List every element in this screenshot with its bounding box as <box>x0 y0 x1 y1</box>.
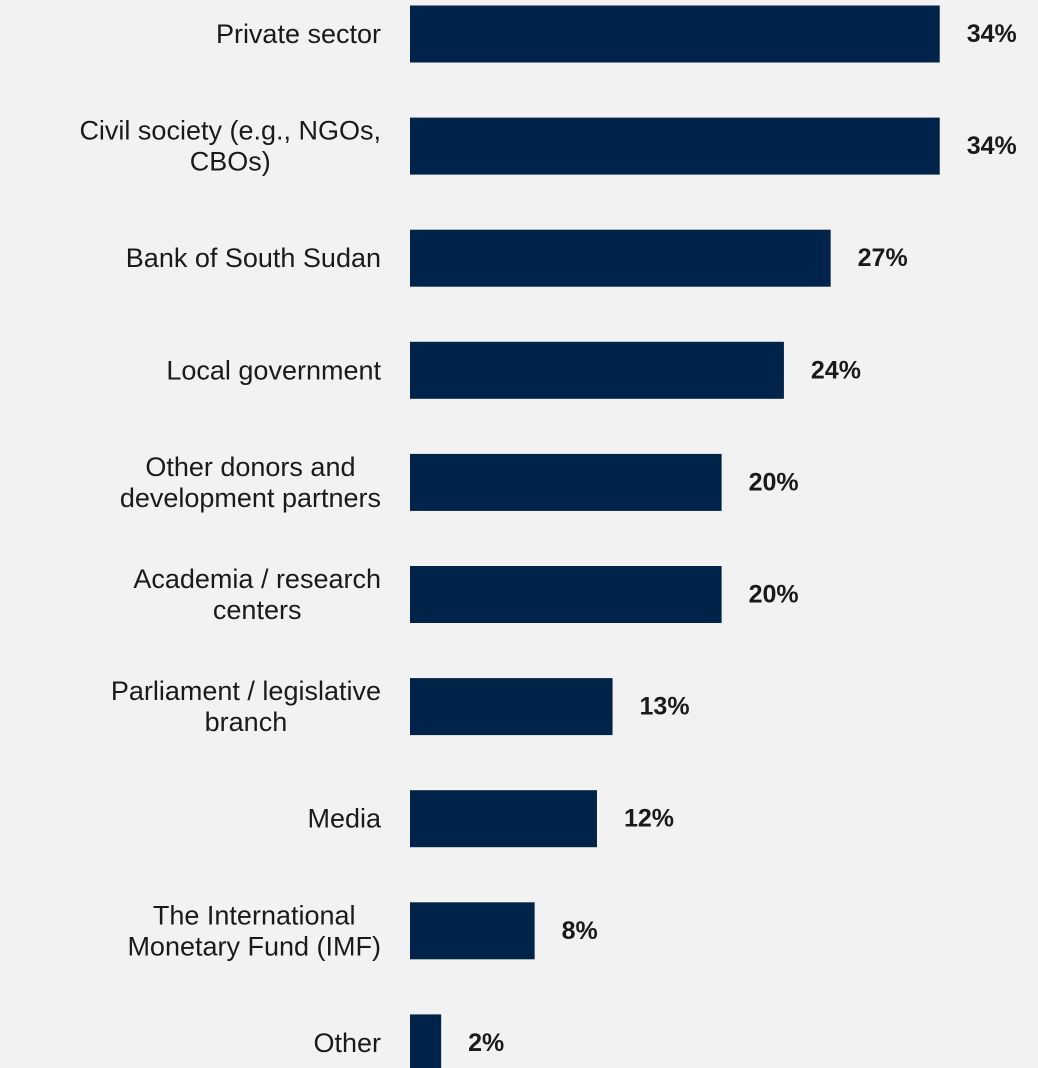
bar <box>410 229 831 287</box>
bar <box>410 341 784 399</box>
category-label: Media <box>307 804 382 834</box>
bar <box>410 5 940 63</box>
value-label: 2% <box>468 1029 504 1057</box>
value-label: 20% <box>749 468 799 496</box>
category-label: Local government <box>166 355 381 385</box>
category-label: Academia / research centers <box>133 564 381 625</box>
value-label: 8% <box>562 917 598 945</box>
category-label: Private sector <box>216 19 381 49</box>
category-labels: Private sector Civil society (e.g., NGOs,… <box>79 19 382 1058</box>
bars <box>410 5 940 1068</box>
value-label: 12% <box>624 805 674 833</box>
bar <box>410 790 597 848</box>
value-label: 27% <box>858 244 908 272</box>
bar <box>410 566 722 623</box>
value-label: 34% <box>967 20 1017 48</box>
category-label: Other donors and development partners <box>120 452 381 513</box>
bar <box>410 453 722 511</box>
category-label: Parliament / legislative branch <box>111 676 381 737</box>
value-label: 24% <box>811 356 861 384</box>
value-labels: 34% 34% 27% 24% 20% 20% 13% 12% 8% 2% <box>468 20 1017 1057</box>
category-label: Other <box>313 1028 381 1058</box>
value-label: 20% <box>749 581 799 609</box>
value-label: 13% <box>640 693 690 721</box>
category-label: Bank of South Sudan <box>126 243 381 273</box>
bar <box>410 1014 442 1068</box>
bar <box>410 902 535 960</box>
bar <box>410 678 613 736</box>
value-label: 34% <box>967 132 1017 160</box>
bar <box>410 117 940 175</box>
category-label: Civil society (e.g., NGOs, CBOs) <box>79 116 381 177</box>
category-label: The International Monetary Fund (IMF) <box>127 900 381 961</box>
